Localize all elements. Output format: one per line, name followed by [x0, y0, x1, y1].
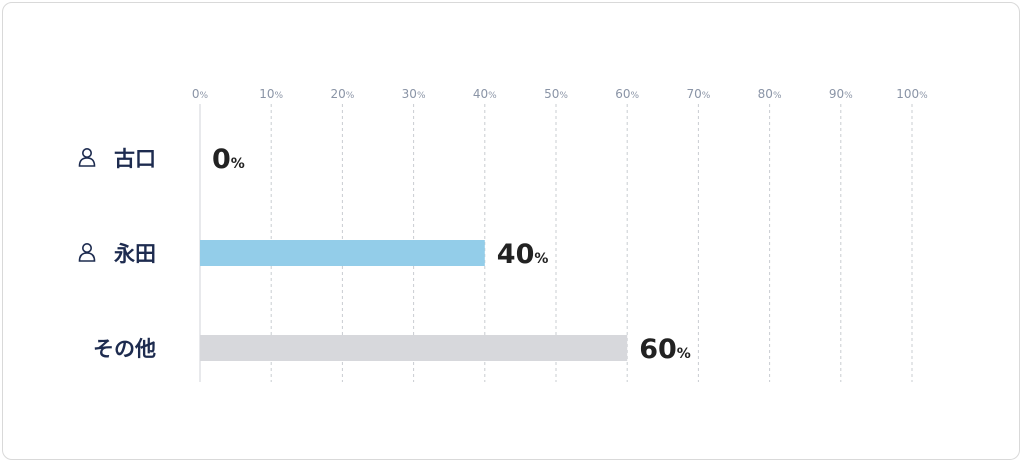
bar	[200, 335, 628, 361]
person-icon	[78, 148, 96, 167]
x-tick-label: 0%	[192, 87, 209, 101]
data-label: 60%	[639, 334, 691, 365]
x-tick-label: 30%	[402, 87, 426, 101]
bar	[200, 240, 485, 266]
data-label: 0%	[212, 144, 245, 175]
x-tick-label: 100%	[896, 87, 928, 101]
category-label: その他	[93, 337, 156, 361]
x-tick-label: 20%	[330, 87, 354, 101]
x-tick-label: 40%	[473, 87, 497, 101]
person-icon	[78, 243, 96, 262]
x-tick-label: 70%	[686, 87, 710, 101]
category-label: 永田	[113, 242, 156, 266]
x-tick-label: 60%	[615, 87, 639, 101]
x-tick-label: 80%	[758, 87, 782, 101]
x-tick-label: 50%	[544, 87, 568, 101]
category-label: 古口	[114, 147, 156, 171]
x-tick-label: 10%	[259, 87, 283, 101]
data-label: 40%	[497, 239, 549, 270]
x-tick-label: 90%	[829, 87, 853, 101]
